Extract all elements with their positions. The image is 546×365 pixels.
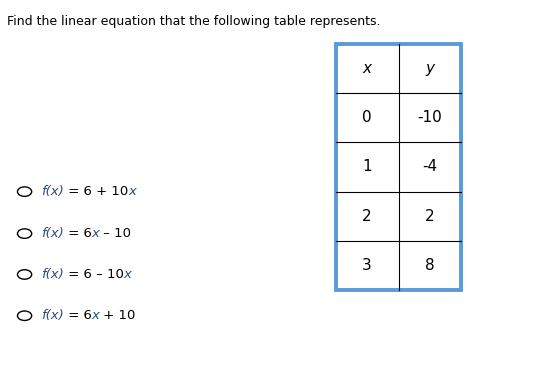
Text: + 10: + 10 bbox=[99, 309, 136, 322]
Text: = 6 – 10: = 6 – 10 bbox=[64, 268, 123, 281]
Text: y: y bbox=[425, 61, 435, 76]
Text: 0: 0 bbox=[363, 110, 372, 125]
Text: Find the linear equation that the following table represents.: Find the linear equation that the follow… bbox=[7, 15, 380, 28]
Text: -10: -10 bbox=[418, 110, 442, 125]
Text: 1: 1 bbox=[363, 160, 372, 174]
Text: f(x): f(x) bbox=[41, 309, 64, 322]
Text: = 6 + 10: = 6 + 10 bbox=[64, 185, 128, 198]
Text: f(x): f(x) bbox=[41, 227, 64, 240]
Text: x: x bbox=[363, 61, 372, 76]
Text: x: x bbox=[92, 309, 99, 322]
Text: = 6: = 6 bbox=[64, 309, 92, 322]
Text: – 10: – 10 bbox=[99, 227, 132, 240]
Text: 8: 8 bbox=[425, 258, 435, 273]
Text: 2: 2 bbox=[425, 209, 435, 224]
Text: 2: 2 bbox=[363, 209, 372, 224]
Text: = 6: = 6 bbox=[64, 227, 92, 240]
Text: -4: -4 bbox=[423, 160, 437, 174]
Text: x: x bbox=[92, 227, 99, 240]
Text: x: x bbox=[128, 185, 136, 198]
Text: f(x): f(x) bbox=[41, 185, 64, 198]
Text: x: x bbox=[123, 268, 132, 281]
Text: f(x): f(x) bbox=[41, 268, 64, 281]
Text: 3: 3 bbox=[363, 258, 372, 273]
